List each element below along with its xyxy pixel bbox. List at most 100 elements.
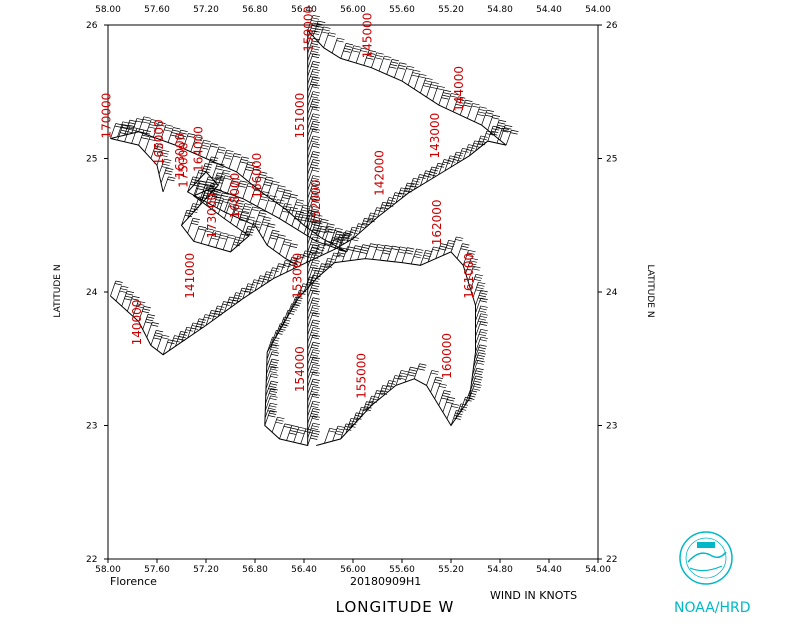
barb-flag xyxy=(190,184,198,187)
barb-flag xyxy=(331,242,339,245)
barb-flag xyxy=(413,177,421,181)
barb-flag xyxy=(314,224,322,227)
wind-barb xyxy=(248,166,262,182)
wind-barb xyxy=(317,26,331,43)
barb-flag xyxy=(343,236,351,239)
barb-flag xyxy=(214,188,222,191)
wind-barb xyxy=(481,109,494,126)
barb-flag xyxy=(368,217,376,220)
wind-barb xyxy=(407,177,421,194)
y-tick-label: 22 xyxy=(86,555,97,565)
barb-flag xyxy=(338,252,346,255)
barb-flag xyxy=(225,152,233,155)
barb-flag xyxy=(205,230,213,233)
barb-flag xyxy=(289,245,298,248)
barb-flag xyxy=(283,265,291,268)
barb-flag xyxy=(304,431,313,434)
barb-flag xyxy=(312,415,320,418)
wind-barb xyxy=(328,252,341,269)
wind-barb xyxy=(236,287,249,304)
wind-barb xyxy=(459,396,473,413)
barb-flag xyxy=(264,181,272,184)
barb-flag xyxy=(311,153,320,156)
barb-flag xyxy=(284,238,292,242)
barb-flag xyxy=(311,369,319,372)
barb-flag xyxy=(312,228,320,232)
barb-flag xyxy=(310,198,318,201)
barb-flag xyxy=(474,372,482,376)
barb-flag xyxy=(410,366,418,369)
time-annotation: 141000 xyxy=(183,253,197,299)
barb-flag xyxy=(284,423,292,426)
barb-flag xyxy=(312,120,320,124)
barb-flag xyxy=(312,386,320,389)
barb-flag xyxy=(223,157,232,160)
wind-barb xyxy=(190,136,204,152)
barb-flag xyxy=(301,209,309,212)
barb-flag xyxy=(311,17,320,20)
barb-flag xyxy=(311,264,319,267)
wind-barb xyxy=(182,133,196,149)
barb-flag xyxy=(206,181,214,184)
barb-flag xyxy=(258,280,266,283)
barb-flag xyxy=(303,255,311,258)
barb-flag xyxy=(466,254,474,258)
wind-barb xyxy=(307,282,320,298)
barb-flag xyxy=(162,149,170,153)
wind-barb xyxy=(205,310,219,326)
barb-flag xyxy=(311,55,320,59)
wind-barb xyxy=(420,170,433,186)
wind-barb xyxy=(266,344,280,360)
barb-flag xyxy=(311,261,320,265)
barb-flag xyxy=(220,232,229,235)
barb-flag xyxy=(297,256,305,259)
barb-flag xyxy=(404,190,412,193)
barb-flag xyxy=(166,167,174,170)
barb-flag xyxy=(363,408,371,411)
barb-flag xyxy=(270,383,278,386)
time-annotation: 173000 xyxy=(205,193,219,239)
x-tick-label-top: 55.20 xyxy=(438,5,464,15)
barb-flag xyxy=(311,78,320,82)
wind-barb xyxy=(260,271,274,287)
barb-flag xyxy=(180,331,188,334)
wind-barb xyxy=(265,380,279,397)
wind-barb xyxy=(345,417,359,434)
barb-flag xyxy=(246,288,254,291)
barb-flag xyxy=(455,412,463,415)
barb-flag xyxy=(227,236,235,240)
wind-barb xyxy=(217,198,231,215)
barb-flag xyxy=(377,244,385,247)
barb-flag xyxy=(272,229,280,233)
barb-flag xyxy=(312,38,320,41)
barb-flag xyxy=(477,349,486,352)
barb-flag xyxy=(268,393,277,396)
barb-flag xyxy=(246,230,254,234)
wind-barb xyxy=(471,367,484,384)
barb-flag xyxy=(452,403,460,406)
barb-flag xyxy=(156,143,164,146)
wind-barb xyxy=(307,120,320,137)
barb-flag xyxy=(370,212,378,215)
barb-flag xyxy=(235,236,243,239)
wind-barb xyxy=(236,156,249,172)
barb-flag xyxy=(217,172,225,175)
time-annotation: 163000 xyxy=(173,133,187,179)
barb-flag xyxy=(172,340,180,343)
wind-barb xyxy=(285,243,298,259)
x-tick-label: 56.80 xyxy=(242,565,268,575)
barb-flag xyxy=(479,300,487,303)
wind-barb xyxy=(307,61,320,77)
barb-flag xyxy=(215,168,223,171)
barb-flag xyxy=(464,399,472,402)
wind-barb xyxy=(450,236,464,253)
barb-flag xyxy=(271,351,280,354)
barb-flag xyxy=(399,375,407,378)
barb-flag xyxy=(305,250,313,253)
barb-flag xyxy=(314,216,322,220)
wind-barb xyxy=(475,328,488,345)
barb-flag xyxy=(356,412,364,415)
barb-flag xyxy=(407,374,415,377)
barb-flag xyxy=(311,233,319,237)
wind-barb xyxy=(401,65,415,82)
